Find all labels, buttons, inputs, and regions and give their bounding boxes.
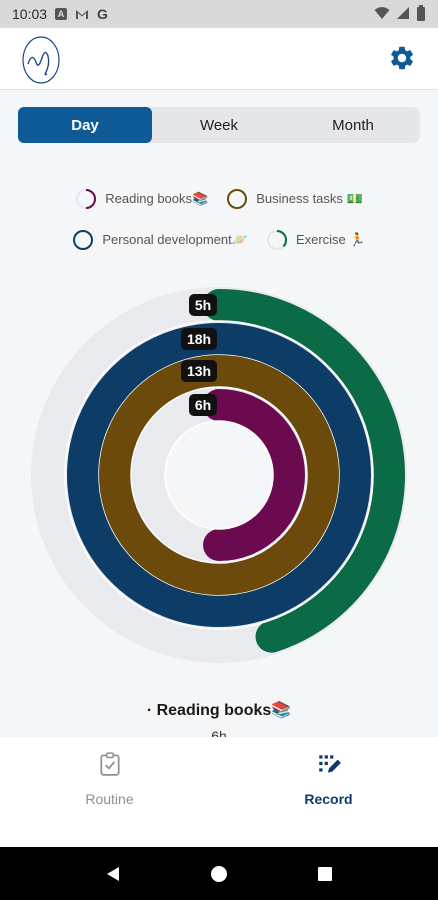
ring-center: [165, 421, 273, 529]
clipboard-check-icon: [99, 752, 120, 776]
ring-value-label-0: 5h: [189, 294, 217, 316]
nav-record[interactable]: Record: [219, 737, 438, 847]
ring-bar-2[interactable]: [99, 355, 339, 595]
tab-day[interactable]: Day: [18, 107, 152, 143]
bottom-nav: Routine Record: [0, 737, 438, 847]
legend-label-exercise: Exercise 🏃: [295, 232, 366, 247]
notification-a-icon: A: [55, 8, 68, 20]
app-header: [0, 28, 438, 90]
ring-separator-0: [64, 320, 374, 630]
legend-label-business: Business tasks 💵: [256, 191, 363, 206]
legend-item-exercise[interactable]: Exercise 🏃: [266, 229, 366, 251]
tab-week[interactable]: Week: [199, 116, 239, 134]
ring-value-label-3: 6h: [189, 394, 217, 416]
ring-separator-3: [164, 420, 274, 530]
svg-text:5h: 5h: [195, 297, 211, 313]
detail-title: · Reading books📚: [146, 702, 292, 719]
ring-bar-1[interactable]: [67, 323, 371, 627]
back-icon[interactable]: [104, 865, 122, 883]
list-edit-icon: [318, 755, 341, 773]
nav-routine-label: Routine: [85, 791, 134, 807]
period-tabs: Day Week Month: [18, 107, 420, 143]
legend-ring-reading: [76, 189, 97, 209]
tab-month[interactable]: Month: [332, 116, 374, 134]
ring-separator-2: [130, 386, 308, 564]
legend-item-business[interactable]: Business tasks 💵: [226, 188, 363, 210]
svg-text:18h: 18h: [187, 331, 211, 347]
ring-bar-0[interactable]: [203, 289, 405, 653]
legend-ring-personal: [73, 230, 94, 250]
status-time: 10:03: [12, 6, 48, 22]
battery-icon: [416, 4, 426, 24]
legend-label-personal: Personal development🪐: [102, 232, 248, 247]
nav-routine[interactable]: Routine: [0, 737, 219, 847]
wifi-icon: [374, 6, 390, 23]
google-icon: G: [97, 6, 108, 22]
system-nav-bar: [0, 847, 438, 900]
nav-record-label: Record: [304, 791, 353, 807]
legend-label-reading: Reading books📚: [105, 191, 209, 206]
legend-item-personal[interactable]: Personal development🪐: [72, 229, 248, 251]
home-icon[interactable]: [210, 865, 228, 883]
chart-legend: Reading books📚 Business tasks 💵 Personal…: [0, 188, 438, 270]
ring-bar-3[interactable]: [203, 389, 305, 561]
svg-text:6h: 6h: [195, 397, 211, 413]
recents-icon[interactable]: [316, 865, 334, 883]
svg-text:13h: 13h: [187, 363, 211, 379]
legend-ring-exercise: [266, 229, 288, 250]
signal-icon: [396, 6, 410, 23]
status-bar: 10:03 A G: [0, 0, 438, 28]
legend-item-reading[interactable]: Reading books📚: [75, 188, 208, 210]
ring-chart: 5h 18h 13h 6h: [31, 287, 407, 663]
ring-value-label-2: 13h: [181, 360, 217, 382]
gmail-icon: [75, 8, 89, 20]
app-logo: [20, 34, 62, 86]
gear-icon[interactable]: [388, 44, 416, 72]
legend-ring-business: [227, 189, 248, 209]
ring-value-label-1: 18h: [181, 328, 217, 350]
